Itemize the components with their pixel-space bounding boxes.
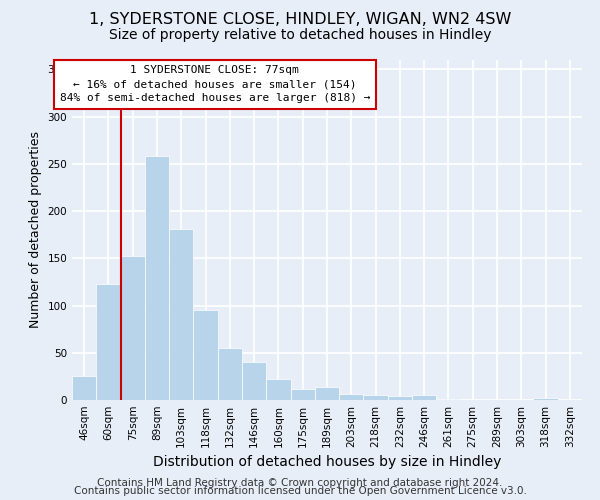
Bar: [145, 156, 169, 400]
Bar: [533, 398, 558, 400]
Bar: [315, 387, 339, 400]
Text: Contains public sector information licensed under the Open Government Licence v3: Contains public sector information licen…: [74, 486, 526, 496]
Bar: [412, 396, 436, 400]
Bar: [72, 376, 96, 400]
Bar: [121, 256, 145, 400]
X-axis label: Distribution of detached houses by size in Hindley: Distribution of detached houses by size …: [153, 456, 501, 469]
Bar: [193, 310, 218, 400]
Bar: [339, 394, 364, 400]
Bar: [436, 399, 461, 400]
Bar: [169, 229, 193, 400]
Bar: [266, 379, 290, 400]
Bar: [218, 348, 242, 400]
Text: Contains HM Land Registry data © Crown copyright and database right 2024.: Contains HM Land Registry data © Crown c…: [97, 478, 503, 488]
Bar: [364, 396, 388, 400]
Text: 1 SYDERSTONE CLOSE: 77sqm
← 16% of detached houses are smaller (154)
84% of semi: 1 SYDERSTONE CLOSE: 77sqm ← 16% of detac…: [59, 65, 370, 103]
Bar: [96, 284, 121, 400]
Bar: [388, 396, 412, 400]
Y-axis label: Number of detached properties: Number of detached properties: [29, 132, 42, 328]
Bar: [290, 388, 315, 400]
Text: 1, SYDERSTONE CLOSE, HINDLEY, WIGAN, WN2 4SW: 1, SYDERSTONE CLOSE, HINDLEY, WIGAN, WN2…: [89, 12, 511, 28]
Text: Size of property relative to detached houses in Hindley: Size of property relative to detached ho…: [109, 28, 491, 42]
Bar: [242, 362, 266, 400]
